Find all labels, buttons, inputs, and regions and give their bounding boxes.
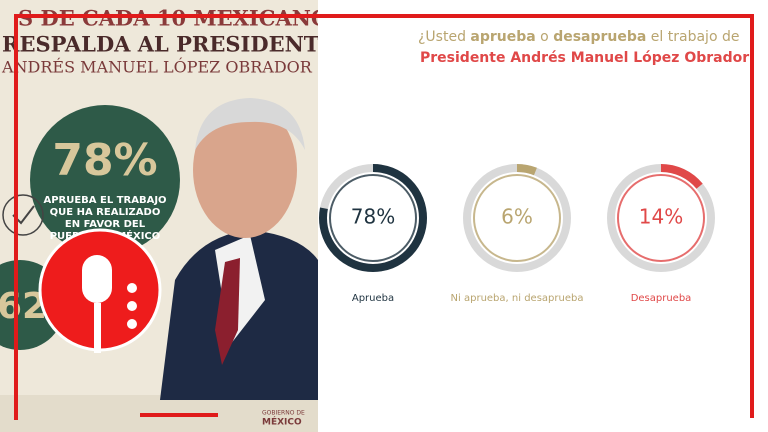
mic-head [82, 255, 112, 303]
ring-label: Desaprueba [631, 293, 692, 304]
poll-question: ¿Usted aprueba o desaprueba el trabajo d… [418, 29, 739, 45]
question-part: aprueba [470, 29, 535, 45]
ring-value: 6% [501, 205, 533, 229]
footer-logo: MÉXICO [262, 416, 302, 428]
mic-dot [127, 283, 137, 293]
hair [195, 98, 305, 150]
badge-value: 78% [52, 135, 157, 186]
mic-dot [127, 319, 137, 329]
ring-value: 14% [639, 205, 683, 229]
ring-inner [329, 174, 417, 262]
poll-subject: Presidente Andrés Manuel López Obrador [420, 50, 749, 66]
mic-dot [127, 301, 137, 311]
footer-logo: GOBIERNO DE [262, 410, 305, 417]
ring-value: 78% [351, 205, 395, 229]
ring-label: Ni aprueba, ni desaprueba [451, 293, 584, 304]
face [193, 102, 297, 238]
ring-inner [473, 174, 561, 262]
ring-arc [607, 164, 715, 272]
red-frame [14, 14, 754, 420]
question-part: el trabajo de [646, 29, 739, 45]
tie [215, 258, 240, 365]
question-part: o [536, 29, 553, 45]
rings: 78% Aprueba 6% Ni aprueba, ni desaprueba 14%… [319, 164, 715, 304]
ring-label: Aprueba [352, 293, 394, 304]
question-part: desaprueba [553, 29, 646, 45]
right-panel [318, 0, 768, 432]
ring-arc [463, 164, 571, 272]
badge-text: APRUEBA EL TRABAJO [43, 195, 166, 206]
badge-text: EN FAVOR DEL [65, 219, 146, 230]
question-part: ¿Usted [418, 29, 470, 45]
headline: RESPALDA AL PRESIDENTE [2, 32, 335, 57]
ring-arc [319, 164, 427, 272]
check-icon [2, 194, 44, 236]
badge [30, 105, 180, 255]
badge-text: QUE HA REALIZADO [50, 207, 161, 218]
mic-stand [94, 303, 101, 353]
headline: ANDRÉS MANUEL LÓPEZ OBRADOR [1, 57, 313, 77]
ring-inner [617, 174, 705, 262]
